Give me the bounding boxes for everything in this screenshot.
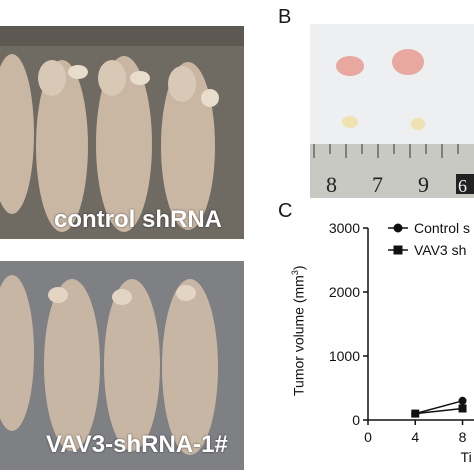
data-point xyxy=(458,396,467,405)
x-axis-title: Ti xyxy=(461,449,472,465)
control-mice-photo xyxy=(0,26,244,239)
y-tick-label: 3000 xyxy=(329,220,360,236)
y-tick-label: 1000 xyxy=(329,348,360,364)
x-tick-label: 4 xyxy=(411,429,419,445)
excised-tumors-photo: 8 7 9 6 xyxy=(310,24,474,198)
x-tick-label: 8 xyxy=(459,429,467,445)
ruler-digit-4: 6 xyxy=(458,176,467,196)
control-shrna-caption: control shRNA xyxy=(54,206,222,233)
ruler-digit-2: 7 xyxy=(372,172,383,197)
vav3-shrna-mice-photo xyxy=(0,261,244,470)
y-tick-label: 2000 xyxy=(329,284,360,300)
legend-marker xyxy=(393,223,403,233)
panel-b-label: B xyxy=(278,6,292,28)
legend-label: VAV3 sh xyxy=(414,242,466,258)
ruler-digit-3: 9 xyxy=(418,172,429,197)
panel-c-label: C xyxy=(278,200,293,222)
tumor-volume-chart: 0 1000 2000 3000 0 4 8 Ti Control s VAV3 sh xyxy=(329,220,474,465)
legend-label: Control s xyxy=(414,220,470,236)
series-line xyxy=(415,407,463,415)
vav3-shrna-caption: VAV3-shRNA-1# xyxy=(46,431,228,458)
y-tick-label: 0 xyxy=(352,412,360,428)
legend-marker xyxy=(393,245,403,255)
ruler-digit-1: 8 xyxy=(326,172,337,197)
series-line xyxy=(415,400,463,415)
data-point xyxy=(458,404,467,413)
data-point xyxy=(411,409,420,418)
x-tick-label: 0 xyxy=(364,429,372,445)
